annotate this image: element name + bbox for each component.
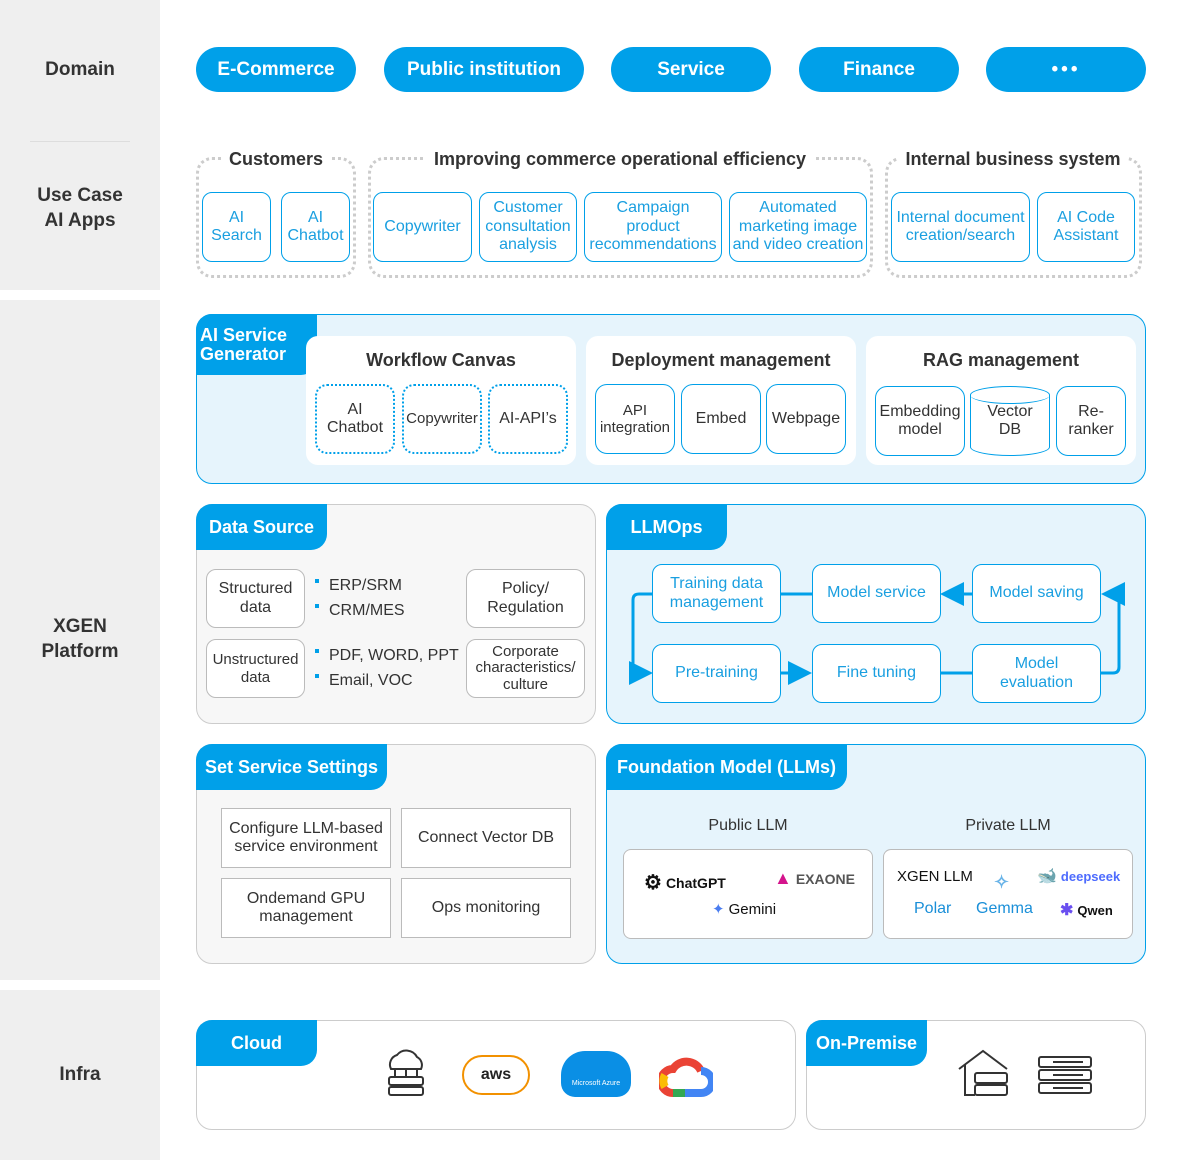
rag-embedding-model[interactable]: Embedding model — [875, 386, 965, 456]
llmops-tab: LLMOps — [606, 504, 727, 550]
exaone-logo: ▲ EXAONE — [774, 868, 855, 888]
unstructured-data[interactable]: Unstructured data — [206, 639, 305, 698]
step-training-data[interactable]: Training data management — [652, 564, 781, 623]
google-cloud-icon — [659, 1057, 713, 1097]
app-marketing-creation[interactable]: Automated marketing image and video crea… — [729, 192, 867, 262]
foundation-model-tab: Foundation Model (LLMs) — [606, 744, 847, 790]
configure-llm-environment[interactable]: Configure LLM-based service environment — [221, 808, 391, 868]
ai-service-generator-tab: AI Service Generator — [196, 314, 317, 375]
sidebar-domain-usecase: Domain Use Case AI Apps — [0, 0, 160, 290]
ai-service-generator-panel: AI Service Generator Workflow Canvas AI … — [196, 314, 1146, 484]
workflow-title: Workflow Canvas — [366, 350, 516, 370]
workflow-ai-chatbot[interactable]: AI Chatbot — [315, 384, 395, 454]
cloud-tab: Cloud — [196, 1020, 317, 1066]
bullet-item: CRM/MES — [315, 602, 405, 620]
on-premise-panel: On-Premise — [806, 1020, 1146, 1130]
domain-more[interactable]: ••• — [986, 47, 1146, 92]
foundation-model-panel: Foundation Model (LLMs) Public LLM Priva… — [606, 744, 1146, 964]
app-ai-chatbot[interactable]: AI Chatbot — [281, 192, 350, 262]
workflow-ai-apis[interactable]: AI-API’s — [488, 384, 568, 454]
step-model-service[interactable]: Model service — [812, 564, 941, 623]
gemma-star-icon: ✧ — [994, 872, 1010, 892]
app-copywriter[interactable]: Copywriter — [373, 192, 472, 262]
service-settings-panel: Set Service Settings Configure LLM-based… — [196, 744, 596, 964]
server-rack-icon — [1038, 1056, 1092, 1094]
rag-title: RAG management — [922, 350, 1080, 370]
app-campaign-recommendations[interactable]: Campaign product recommendations — [584, 192, 722, 262]
deploy-api-integration[interactable]: API integration — [595, 384, 675, 454]
structured-data[interactable]: Structured data — [206, 569, 305, 628]
step-pre-training[interactable]: Pre-training — [652, 644, 781, 703]
polar-logo: Polar — [914, 900, 952, 917]
cloud-panel: Cloud aws Microsoft Azure — [196, 1020, 796, 1130]
group-label: Customers — [220, 149, 332, 170]
house-server-icon — [958, 1049, 1008, 1096]
domain-service[interactable]: Service — [611, 47, 771, 92]
workflow-copywriter[interactable]: Copywriter — [402, 384, 482, 454]
chatgpt-logo: ⚙ ChatGPT — [644, 872, 726, 894]
step-model-evaluation[interactable]: Model evaluation — [972, 644, 1101, 703]
step-fine-tuning[interactable]: Fine tuning — [812, 644, 941, 703]
deployment-title: Deployment management — [611, 350, 831, 370]
divider — [30, 141, 130, 142]
workflow-canvas: Workflow Canvas AI Chatbot Copywriter AI… — [306, 336, 576, 465]
qwen-logo: ✱ Qwen — [1060, 902, 1113, 919]
bullet-item: PDF, WORD, PPT — [315, 647, 459, 665]
domain-ecommerce[interactable]: E-Commerce — [196, 47, 356, 92]
aws-logo: aws — [462, 1055, 530, 1095]
rag-management: RAG management Embedding model Vector DB… — [866, 336, 1136, 465]
group-label: Internal business system — [897, 149, 1129, 170]
deploy-webpage[interactable]: Webpage — [766, 384, 846, 454]
sidebar-use-case: Use Case AI Apps — [37, 185, 123, 231]
private-llm-label: Private LLM — [965, 817, 1051, 834]
arrow — [629, 592, 653, 685]
data-source-panel: Data Source Structured data Unstructured… — [196, 504, 596, 724]
on-premise-tab: On-Premise — [806, 1020, 927, 1066]
group-label: Improving commerce operational efficienc… — [425, 149, 815, 170]
llmops-arrows — [629, 582, 1125, 685]
policy-regulation[interactable]: Policy/ Regulation — [466, 569, 585, 628]
rag-reranker[interactable]: Re-ranker — [1056, 386, 1126, 456]
private-llm-box: XGEN LLM ✧ 🐋 deepseek Polar Gemma ✱ Qwen — [883, 849, 1133, 939]
ops-monitoring[interactable]: Ops monitoring — [401, 878, 571, 938]
gemini-logo: ✦ Gemini — [712, 900, 777, 919]
gemma-logo: Gemma — [976, 900, 1033, 917]
arrow — [1101, 582, 1125, 675]
corporate-culture[interactable]: Corporate characteristics/ culture — [466, 639, 585, 698]
llmops-panel: LLMOps Training data management Model se… — [606, 504, 1146, 724]
sidebar-infra: Infra — [0, 990, 160, 1160]
connect-vector-db[interactable]: Connect Vector DB — [401, 808, 571, 868]
public-llm-box: ⚙ ChatGPT ▲ EXAONE ✦ Gemini — [623, 849, 873, 939]
data-source-tab: Data Source — [196, 504, 327, 550]
ondemand-gpu[interactable]: Ondemand GPU management — [221, 878, 391, 938]
public-llm-label: Public LLM — [708, 817, 788, 834]
app-internal-document[interactable]: Internal document creation/search — [891, 192, 1030, 262]
sidebar-xgen: XGEN Platform — [0, 300, 160, 980]
deepseek-logo: 🐋 deepseek — [1037, 868, 1121, 885]
app-ai-search[interactable]: AI Search — [202, 192, 271, 262]
sidebar-domain: Domain — [45, 59, 115, 80]
bullet-item: ERP/SRM — [315, 577, 402, 595]
deploy-embed[interactable]: Embed — [681, 384, 761, 454]
service-settings-tab: Set Service Settings — [196, 744, 387, 790]
cloud-server-icon — [388, 1049, 424, 1096]
azure-logo: Microsoft Azure — [561, 1051, 631, 1097]
cylinder-top — [970, 386, 1050, 404]
xgen-llm-logo: XGEN LLM — [897, 868, 973, 885]
app-consultation-analysis[interactable]: Customer consultation analysis — [479, 192, 577, 262]
step-model-saving[interactable]: Model saving — [972, 564, 1101, 623]
domain-public-institution[interactable]: Public institution — [384, 47, 584, 92]
deployment-management: Deployment management API integration Em… — [586, 336, 856, 465]
bullet-item: Email, VOC — [315, 672, 413, 690]
app-code-assistant[interactable]: AI Code Assistant — [1037, 192, 1135, 262]
domain-finance[interactable]: Finance — [799, 47, 959, 92]
